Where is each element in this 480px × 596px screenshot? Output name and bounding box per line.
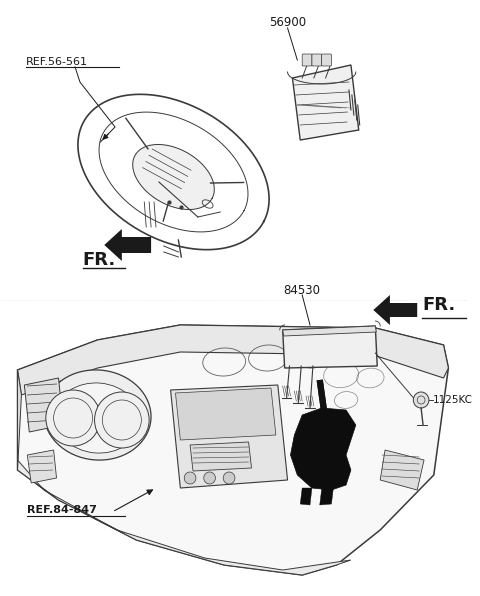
Polygon shape xyxy=(283,326,377,368)
Text: REF.56-561: REF.56-561 xyxy=(26,57,88,67)
Polygon shape xyxy=(18,370,22,470)
Polygon shape xyxy=(176,388,276,440)
Text: REF.84-847: REF.84-847 xyxy=(27,505,97,515)
Ellipse shape xyxy=(44,370,151,460)
Polygon shape xyxy=(170,385,288,488)
Polygon shape xyxy=(24,378,63,432)
Text: 56900: 56900 xyxy=(269,15,306,29)
Polygon shape xyxy=(290,408,356,490)
Circle shape xyxy=(204,472,216,484)
FancyBboxPatch shape xyxy=(302,54,312,66)
Circle shape xyxy=(95,392,149,448)
Polygon shape xyxy=(373,295,417,325)
Polygon shape xyxy=(18,325,448,575)
Polygon shape xyxy=(380,450,424,490)
Polygon shape xyxy=(27,450,57,483)
Circle shape xyxy=(223,472,235,484)
Text: 1125KC: 1125KC xyxy=(433,395,473,405)
Ellipse shape xyxy=(55,383,140,453)
Circle shape xyxy=(413,392,429,408)
Circle shape xyxy=(184,472,196,484)
Polygon shape xyxy=(283,326,376,336)
Polygon shape xyxy=(320,488,334,505)
Polygon shape xyxy=(18,325,448,395)
Polygon shape xyxy=(18,460,351,575)
Circle shape xyxy=(46,390,100,446)
Text: FR.: FR. xyxy=(422,296,456,314)
FancyBboxPatch shape xyxy=(312,54,322,66)
Text: 84530: 84530 xyxy=(284,284,321,296)
FancyBboxPatch shape xyxy=(322,54,331,66)
Text: FR.: FR. xyxy=(83,251,116,269)
Polygon shape xyxy=(292,65,359,140)
Polygon shape xyxy=(132,144,214,210)
Polygon shape xyxy=(300,488,312,505)
Polygon shape xyxy=(104,229,151,261)
Polygon shape xyxy=(190,442,252,471)
